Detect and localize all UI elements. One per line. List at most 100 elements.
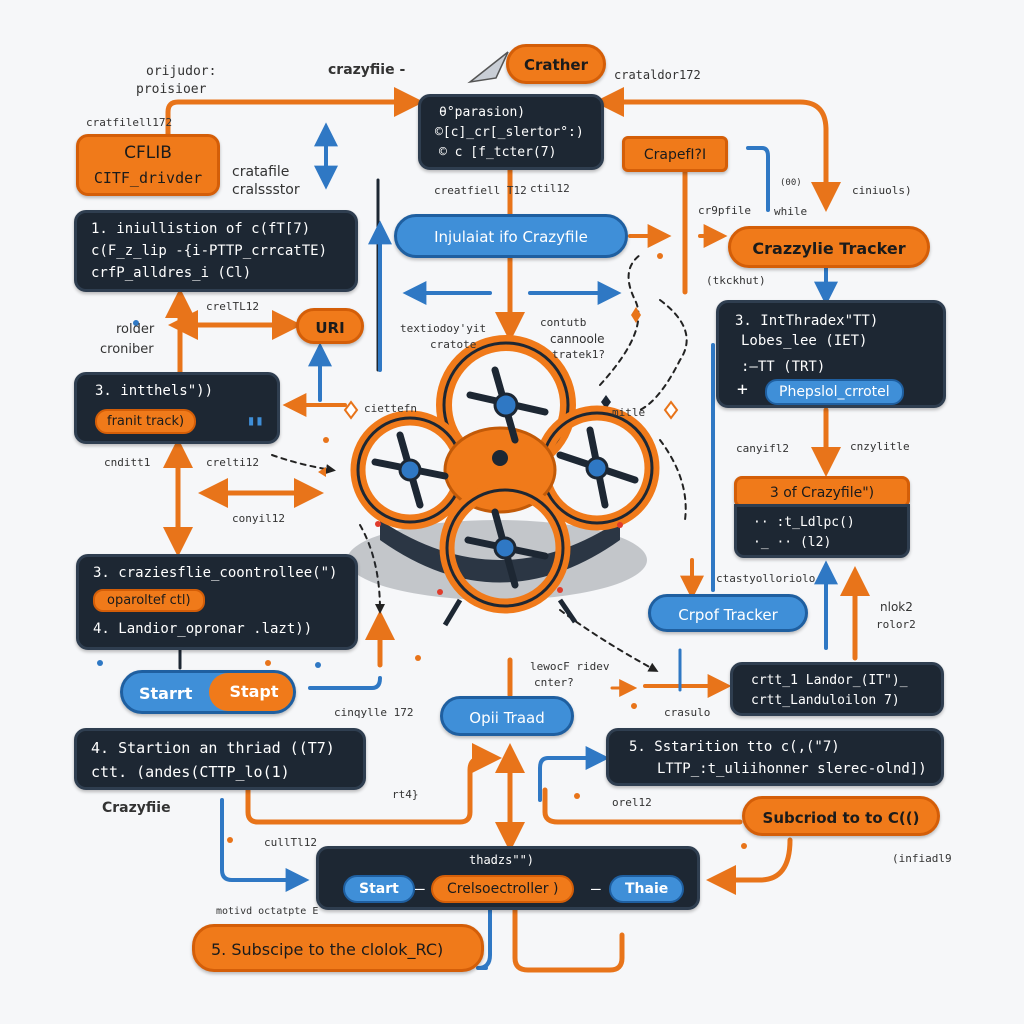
cflib-subtitle: CITF_drivder [93,169,203,187]
label-proisioer: proisioer [136,82,207,97]
label-crelt12: crelti12 [206,456,259,469]
of-crazyfile-code[interactable]: ·· :t_Ldlpc() ·_ ·· (l2) [734,504,910,558]
label-rt4: rt4} [392,788,419,801]
label-cratfilell: cratfilell172 [86,116,173,129]
label-while: while [774,205,808,218]
crapefi-label: CrapefI?I [643,147,707,163]
dash-separator: – [415,879,425,898]
landor-box[interactable]: crtt_1 Landor_(IT")_ crtt_Landuloilon 7) [730,662,944,716]
label-ciniuols: ciniuols) [852,184,912,197]
top-code-line-2: ©[c]_cr[_slertor°:) [435,125,584,140]
thread-index-line-3: :—TT (TRT) [741,359,826,375]
label-cinqyle: cinqylle 172 [334,706,414,719]
drone-illustration [347,335,660,627]
subcriod-box[interactable]: Subcriod to to C(() [742,796,940,836]
crazylie-tracker-box[interactable]: Crazzylie Tracker [728,226,930,268]
oparoltef-pill[interactable]: oparoltef ctl) [93,589,205,612]
crpof-tracker-button[interactable]: Crpof Tracker [648,594,808,632]
of-crazyfile-label: 3 of Crazyfile") [769,485,875,501]
phepslol-pill[interactable]: Phepslol_crrotel [765,379,904,405]
label-cratafile: cratafile [232,164,290,180]
label-mitle: mitle [612,406,646,419]
label-crazylitle: cnzylitle [850,440,910,453]
crapefi-box[interactable]: CrapefI?I [622,136,728,172]
bottom-thread-heading: thadzs"") [469,853,535,867]
label-ctastyolloriol: ctastyolloriolo [716,572,816,585]
label-cralssstor: cralssstor [232,182,300,198]
controller-line-2: 4. Landior_opronar .lazt)) [93,621,313,637]
subscipe-box[interactable]: 5. Subscipe to the clolok_RC) [192,924,484,972]
label-crasulo: crasulo [664,706,711,719]
label-infiadl9: (infiadl9 [892,852,952,865]
label-leiwoc: lewocF ridev [530,660,610,673]
starition-line-2: LTTP_:t_uliihonner slerec-olnd]) [657,761,927,777]
thread-index-line-1: 3. IntThradex"TT) [735,313,879,329]
subcriod-label: Subcriod to to C(() [762,809,920,827]
label-cullit: cullTl12 [264,836,317,849]
label-mlok2: nlok2 [880,600,913,614]
stapt-label[interactable]: Stapt [209,673,293,711]
crazylie-tracker-label: Crazzylie Tracker [752,239,906,258]
label-tickhut: (tkckhut) [706,274,766,287]
crather-box[interactable]: Crather [506,44,606,84]
cflib-box[interactable]: CFLIB CITF_drivder [76,134,220,196]
uri-label: URI [315,319,345,337]
label-creltl2: crelTL12 [206,300,259,313]
intthels-box[interactable]: 3. intthels")) franit track) ▮▮ [74,372,280,444]
label-orijudor: orijudor: [146,64,217,79]
init-crazyfile-label: Injulaiat ifo Crazyfile [434,228,588,246]
bottom-thaie-button[interactable]: Thaie [609,875,685,903]
intthels-line: 3. intthels")) [95,383,214,399]
controller-line-1: 3. craziesflie_coontrollee(") [93,565,338,581]
label-conyil12: conyil12 [232,512,285,525]
label-creatfiell: creatfiell T12 [434,184,527,197]
subscipe-label: 5. Subscipe to the clolok_RC) [211,940,444,959]
label-cnditt1: cnditt1 [104,456,151,469]
top-code-line-3: © c [f_tcter(7) [439,145,557,160]
label-cayfl2: canyifl2 [736,442,789,455]
label-ciettefn: ciettefn [364,402,417,415]
label-rolder: rolder [116,322,155,337]
init-line-2: c(F_z_lip -{i-PTTP_crrcatTE) [91,243,328,259]
start-thread-line-2: ctt. (andes(CTTP_lo(1) [91,763,290,781]
label-cratote: cratote [430,338,477,351]
init-crazyfile-button[interactable]: Injulaiat ifo Crazyfile [394,214,628,258]
label-crazyfile-left: Crazyfiie [102,800,171,816]
start-thread-box[interactable]: 4. Startion an thriad ((T7) ctt. (andes(… [74,728,366,790]
thread-index-line-2: Lobes_lee (IET) [741,333,868,349]
label-cannoolee: cannoole [550,332,605,346]
label-crepfile-small: cr9pfile [698,204,751,217]
crather-label: Crather [524,56,588,74]
start-stapt-toggle[interactable]: Starrt Stapt [120,670,296,714]
bottom-start-button[interactable]: Start [343,875,415,903]
cflib-title: CFLIB [124,143,172,163]
opii-thread-label: Opii Traad [469,709,545,727]
landor-line-2: crtt_Landuloilon 7) [751,693,900,708]
start-thread-line-1: 4. Startion an thriad ((T7) [91,739,335,757]
crpof-tracker-label: Crpof Tracker [678,606,778,624]
uri-box[interactable]: URI [296,308,364,344]
bars-icon: ▮▮ [247,413,264,429]
thread-index-box[interactable]: 3. IntThradex"TT) Lobes_lee (IET) :—TT (… [716,300,946,408]
controller-box[interactable]: 3. craziesflie_coontrollee(") oparoltef … [76,554,358,650]
bottom-controller-button[interactable]: Crelsoectroller ) [431,875,575,903]
label-tratek: tratek1? [552,348,605,361]
plus-icon: + [737,379,748,400]
start-label: Starrt [139,684,193,703]
landor-line-1: crtt_1 Landor_(IT")_ [751,673,908,688]
starition-box[interactable]: 5. Sstarition tto c(,("7) LTTP_:t_uliiho… [606,728,944,786]
label-contutb: contutb [540,316,587,329]
init-line-1: 1. iniullistion of c(fT[7) [91,221,311,237]
opii-thread-button[interactable]: Opii Traad [440,696,574,736]
label-textoday: textiodoy'yit [400,322,487,335]
init-box[interactable]: 1. iniullistion of c(fT[7) c(F_z_lip -{i… [74,210,358,292]
label-num-right: (00) [780,178,802,188]
franit-track-pill[interactable]: franit track) [95,409,197,434]
label-rolor2: rolor2 [876,618,916,631]
top-code-line-1: θ°parasion) [439,105,526,120]
top-code-box[interactable]: θ°parasion) ©[c]_cr[_slertor°:) © c [f_t… [418,94,604,170]
of-crazyfile-code-line-2: ·_ ·· (l2) [753,535,832,550]
bottom-thread-box[interactable]: thadzs"") Start – Crelsoectroller ) – Th… [316,846,700,910]
